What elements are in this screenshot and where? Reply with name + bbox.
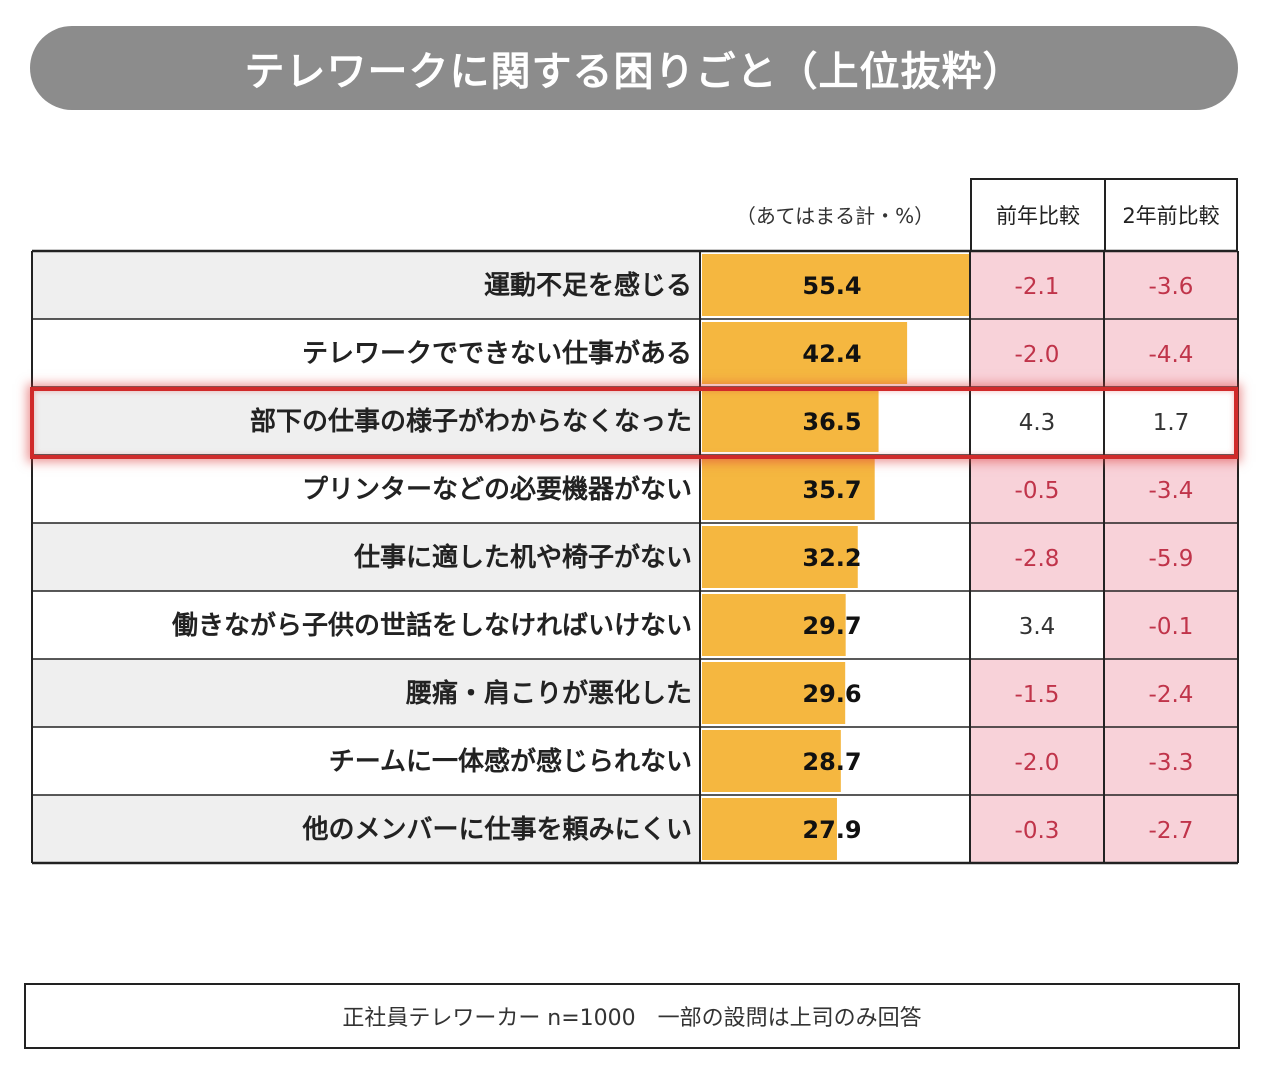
bar-value-label: 28.7 <box>802 748 861 776</box>
bar-value-label: 36.5 <box>802 408 861 436</box>
label-cell-bg <box>32 319 700 387</box>
label-cell-bg <box>32 251 700 319</box>
prev-year-diff: -1.5 <box>1015 682 1060 708</box>
two-years-diff: -3.6 <box>1149 274 1194 300</box>
two-years-diff: -4.4 <box>1149 342 1194 368</box>
two-years-diff: -0.1 <box>1149 614 1194 640</box>
two-years-cell-bg <box>1104 523 1238 591</box>
bar <box>702 322 908 384</box>
bar-value-label: 27.9 <box>802 816 861 844</box>
category-label: テレワークでできない仕事がある <box>302 338 692 369</box>
prev-year-cell-bg <box>970 319 1104 387</box>
prev-year-cell-bg <box>970 251 1104 319</box>
bar <box>702 730 841 792</box>
chart-title: テレワークに関する困りごと（上位抜粋） <box>244 49 1024 95</box>
label-cell-bg <box>32 455 700 523</box>
header-two-years: 2年前比較 <box>1104 178 1238 250</box>
prev-year-diff: 4.3 <box>1019 410 1056 436</box>
two-years-diff: -3.3 <box>1149 750 1194 776</box>
two-years-cell-bg <box>1104 319 1238 387</box>
prev-year-cell-bg <box>970 795 1104 863</box>
label-cell-bg <box>32 523 700 591</box>
prev-year-cell-bg <box>970 659 1104 727</box>
footnote-text: 正社員テレワーカー n=1000 一部の設問は上司のみ回答 <box>342 1006 922 1031</box>
prev-year-cell-bg <box>970 455 1104 523</box>
prev-year-diff: -0.5 <box>1015 478 1060 504</box>
label-cell-bg <box>32 727 700 795</box>
header-prev-year: 前年比較 <box>970 178 1106 250</box>
prev-year-cell-bg <box>970 387 1104 455</box>
two-years-diff: 1.7 <box>1153 410 1190 436</box>
bar <box>702 254 970 316</box>
two-years-cell-bg <box>1104 455 1238 523</box>
bar <box>702 798 837 860</box>
prev-year-diff: 3.4 <box>1019 614 1056 640</box>
category-label: 部下の仕事の様子がわからなくなった <box>250 406 692 437</box>
category-label: チームに一体感が感じられない <box>329 746 692 777</box>
header-prev-year-label: 前年比較 <box>996 204 1080 228</box>
category-label: 腰痛・肩こりが悪化した <box>405 678 692 709</box>
prev-year-diff: -2.0 <box>1015 342 1060 368</box>
category-label: 働きながら子供の世話をしなければいけない <box>171 610 692 641</box>
footnote: 正社員テレワーカー n=1000 一部の設問は上司のみ回答 <box>24 983 1240 1049</box>
bar-value-label: 29.6 <box>802 680 861 708</box>
category-label: 他のメンバーに仕事を頼みにくい <box>302 815 692 845</box>
two-years-diff: -2.4 <box>1149 682 1194 708</box>
bar <box>702 662 846 724</box>
bar <box>702 594 846 656</box>
two-years-cell-bg <box>1104 795 1238 863</box>
bar-value-label: 32.2 <box>802 544 861 572</box>
label-cell-bg <box>32 795 700 863</box>
header-two-years-label: 2年前比較 <box>1122 204 1220 228</box>
two-years-cell-bg <box>1104 591 1238 659</box>
bar <box>702 526 858 588</box>
unit-label: （あてはまる計・%） <box>735 204 935 228</box>
title-bar: テレワークに関する困りごと（上位抜粋） <box>30 26 1238 110</box>
category-label: プリンターなどの必要機器がない <box>302 474 692 505</box>
label-cell-bg <box>32 387 700 455</box>
prev-year-cell-bg <box>970 523 1104 591</box>
two-years-diff: -5.9 <box>1149 546 1194 572</box>
prev-year-cell-bg <box>970 727 1104 795</box>
label-cell-bg <box>32 591 700 659</box>
prev-year-diff: -2.0 <box>1015 750 1060 776</box>
category-label: 仕事に適した机や椅子がない <box>353 542 692 573</box>
two-years-cell-bg <box>1104 387 1238 455</box>
bar-value-label: 29.7 <box>802 612 861 640</box>
two-years-diff: -3.4 <box>1149 478 1194 504</box>
bar <box>702 458 875 520</box>
two-years-cell-bg <box>1104 727 1238 795</box>
two-years-cell-bg <box>1104 659 1238 727</box>
category-label: 運動不足を感じる <box>484 271 692 301</box>
label-cell-bg <box>32 659 700 727</box>
two-years-diff: -2.7 <box>1149 818 1194 844</box>
prev-year-diff: -2.1 <box>1015 274 1060 300</box>
highlight-box <box>30 387 1238 459</box>
bar <box>702 390 879 452</box>
prev-year-diff: -2.8 <box>1015 546 1060 572</box>
bar-value-label: 35.7 <box>802 476 861 504</box>
prev-year-cell-bg <box>970 591 1104 659</box>
prev-year-diff: -0.3 <box>1015 818 1060 844</box>
bar-value-label: 55.4 <box>802 272 861 300</box>
bar-value-label: 42.4 <box>802 340 861 368</box>
two-years-cell-bg <box>1104 251 1238 319</box>
